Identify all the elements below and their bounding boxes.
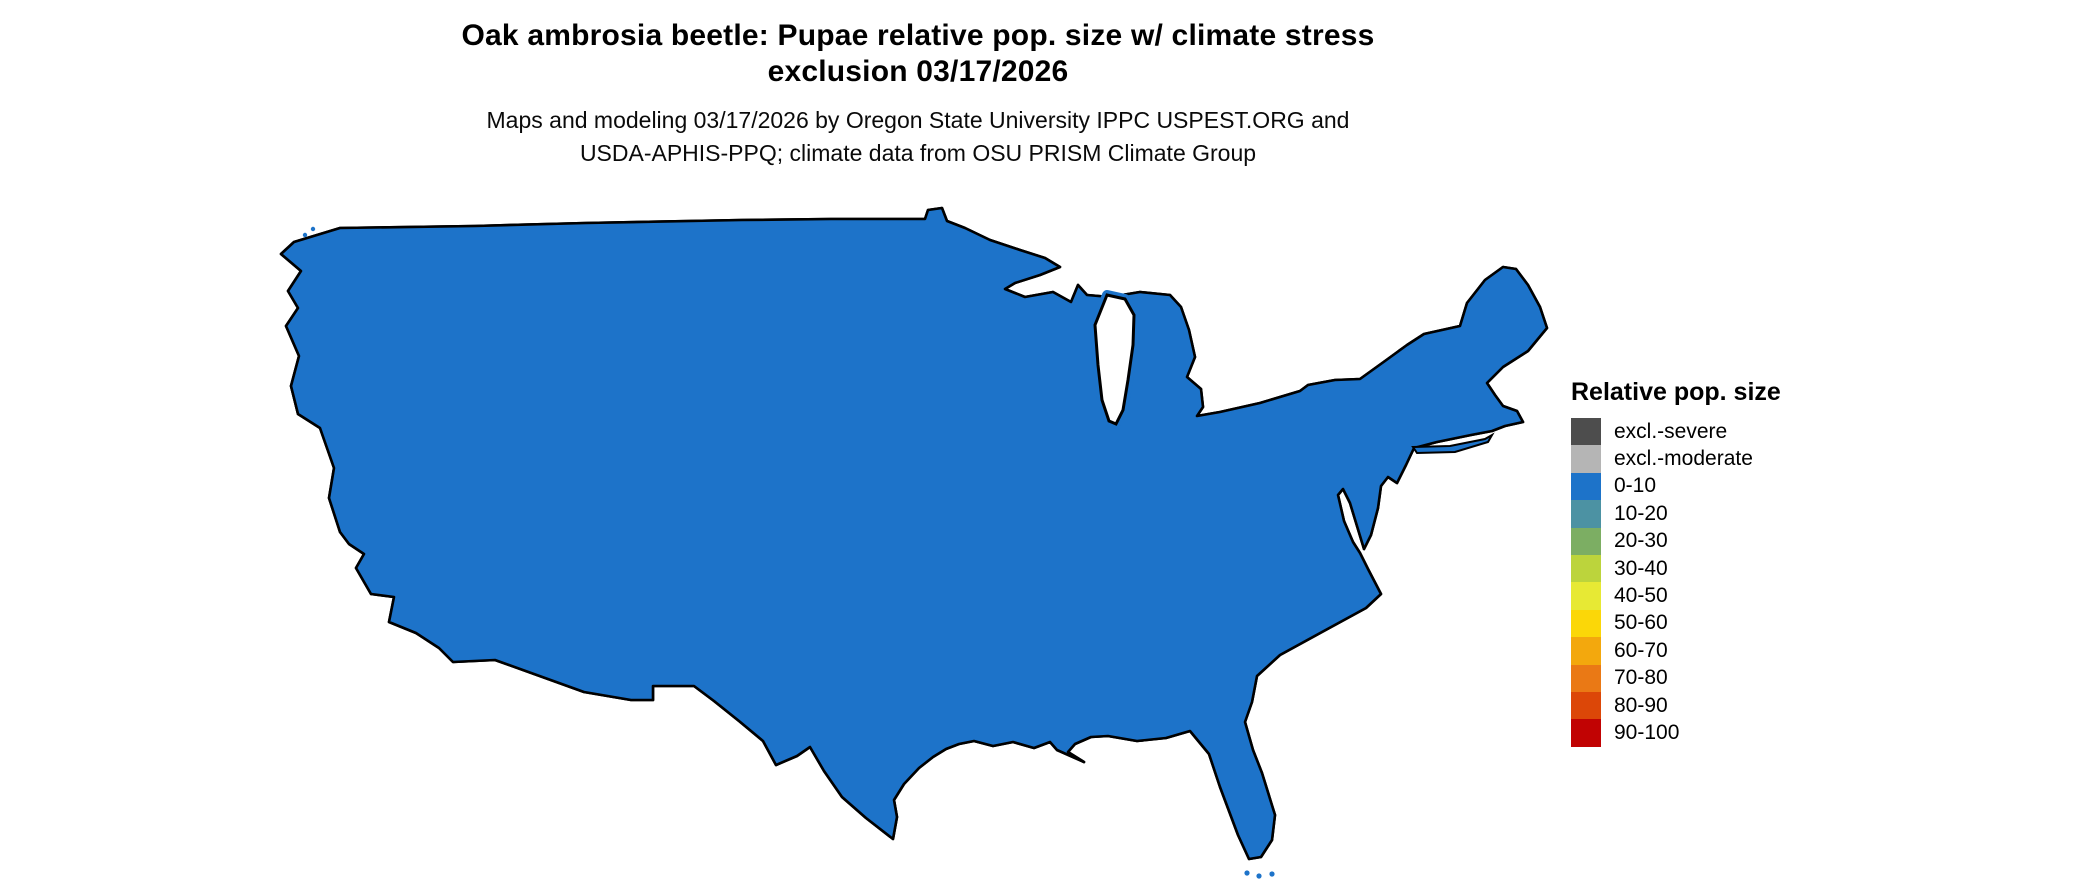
long-island [1411, 432, 1495, 455]
map-legend: Relative pop. size excl.-severe excl.-mo… [1571, 378, 1871, 747]
legend-swatch-0-10 [1571, 472, 1601, 501]
legend-swatch-40-50 [1571, 582, 1601, 610]
legend-label: 10-20 [1614, 501, 1668, 525]
coastline-stroke [279, 206, 1549, 861]
legend-label: 60-70 [1614, 638, 1668, 662]
legend-row: 0-10 [1571, 472, 1871, 501]
legend-row: 30-40 [1571, 554, 1871, 583]
legend-swatch-10-20 [1571, 500, 1601, 528]
legend-row: 90-100 [1571, 719, 1871, 747]
us-map [245, 195, 1560, 880]
legend-row: 50-60 [1571, 609, 1871, 638]
legend-row: 80-90 [1571, 691, 1871, 720]
legend-row: 70-80 [1571, 664, 1871, 692]
legend-swatch-70-80 [1571, 664, 1601, 692]
legend-title: Relative pop. size [1571, 378, 1781, 406]
legend-swatch-60-70 [1571, 637, 1601, 665]
legend-swatch-80-90 [1571, 691, 1601, 720]
legend-swatch-excl-moderate [1571, 445, 1601, 473]
legend-swatch-20-30 [1571, 527, 1601, 555]
map-title-line2: exclusion 03/17/2026 [767, 55, 1069, 88]
legend-label: 50-60 [1614, 611, 1668, 635]
legend-label: 70-80 [1614, 666, 1668, 690]
legend-label: excl.-severe [1614, 419, 1728, 443]
us-map-svg [279, 206, 1549, 879]
legend-label: excl.-moderate [1614, 447, 1753, 471]
legend-swatch-30-40 [1571, 554, 1601, 583]
legend-label: 30-40 [1614, 556, 1668, 580]
legend-swatch-90-100 [1571, 719, 1601, 747]
figure-header: Oak ambrosia beetle: Pupae relative pop.… [0, 18, 1836, 170]
map-subtitle-line2: USDA-APHIS-PPQ; climate data from OSU PR… [579, 140, 1257, 166]
legend-label: 20-30 [1614, 529, 1668, 553]
map-subtitle: Maps and modeling 03/17/2026 by Oregon S… [0, 104, 1836, 170]
legend-label: 80-90 [1614, 693, 1668, 717]
legend-label: 90-100 [1614, 720, 1680, 744]
legend-row: excl.-moderate [1571, 445, 1871, 473]
legend-row: 20-30 [1571, 527, 1871, 555]
legend-row: 10-20 [1571, 500, 1871, 528]
legend-swatch-excl-severe [1571, 418, 1601, 446]
map-subtitle-line1: Maps and modeling 03/17/2026 by Oregon S… [486, 107, 1350, 133]
legend-row: 60-70 [1571, 637, 1871, 665]
legend-row: 40-50 [1571, 582, 1871, 610]
legend-swatch-50-60 [1571, 609, 1601, 638]
island-specks [302, 226, 1275, 879]
legend-label: 0-10 [1614, 474, 1657, 498]
legend-row: excl.-severe [1571, 418, 1871, 446]
lake-michigan [1090, 290, 1139, 429]
legend-label: 40-50 [1614, 584, 1668, 608]
map-title-line1: Oak ambrosia beetle: Pupae relative pop.… [461, 19, 1375, 52]
